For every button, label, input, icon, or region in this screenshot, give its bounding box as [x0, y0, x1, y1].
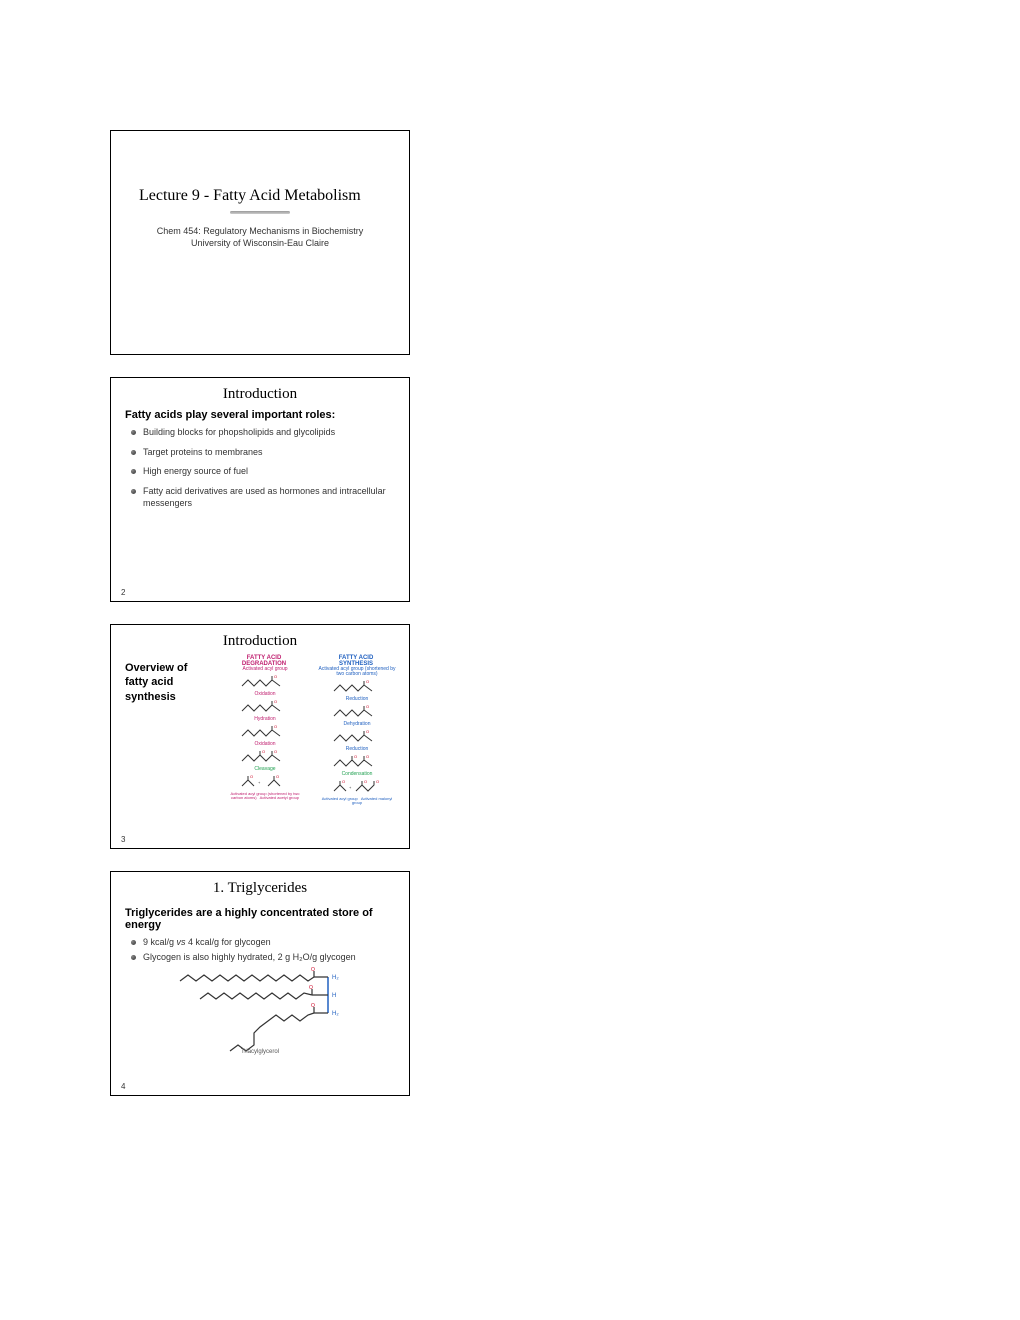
slide-container-1: Lecture 9 - Fatty Acid Metabolism Chem 4…	[110, 130, 1020, 355]
triglyceride-diagram: H₂ H H₂ O O O Triacylglycerol	[160, 967, 360, 1057]
slide-heading: Fatty acids play several important roles…	[125, 409, 395, 421]
svg-text:O: O	[274, 674, 277, 679]
step-label: Cleavage	[254, 767, 275, 772]
step-label: Hydration	[254, 717, 275, 722]
molecule-icon: O	[240, 674, 290, 690]
inner-slide-number: 2	[121, 588, 125, 597]
slide-4: 1. Triglycerides Triglycerides are a hig…	[110, 871, 410, 1096]
svg-text:O: O	[366, 679, 369, 684]
step-label: Reduction	[346, 697, 369, 702]
inner-slide-number: 3	[121, 835, 125, 844]
slide-title: Lecture 9 - Fatty Acid Metabolism	[125, 187, 395, 205]
bullet-item: Glycogen is also highly hydrated, 2 g H₂…	[125, 952, 395, 964]
slide-title: Introduction	[125, 633, 395, 650]
svg-text:O: O	[309, 985, 313, 991]
handout-page: Lecture 9 - Fatty Acid Metabolism Chem 4…	[0, 0, 1020, 1320]
molecule-icon: O	[240, 724, 290, 740]
molecule-icon: OO	[332, 754, 382, 770]
molecule-icon: O O O +	[332, 779, 382, 795]
svg-text:O: O	[274, 749, 277, 754]
svg-text:O: O	[250, 774, 253, 779]
slide-container-4: 1. Triglycerides Triglycerides are a hig…	[110, 871, 1020, 1096]
svg-text:O: O	[366, 704, 369, 709]
slide-title: 1. Triglycerides	[125, 880, 395, 897]
slide-2: Introduction Fatty acids play several im…	[110, 377, 410, 602]
svg-text:O: O	[366, 754, 369, 759]
step-label: Oxidation	[254, 742, 275, 747]
molecule-icon: O	[332, 679, 382, 695]
step-label: Reduction	[346, 747, 369, 752]
bullet-list: 9 kcal/g vs 4 kcal/g for glycogen Glycog…	[125, 937, 395, 963]
bullet-item: Target proteins to membranes	[125, 447, 395, 459]
slide-heading: Triglycerides are a highly concentrated …	[125, 907, 395, 931]
molecule-icon: O	[240, 699, 290, 715]
svg-text:O: O	[274, 724, 277, 729]
step-label: Oxidation	[254, 692, 275, 697]
acyl-label: Activated acyl group	[242, 667, 287, 672]
step-label: Condensation	[342, 772, 373, 777]
slide-title: Introduction	[125, 386, 395, 403]
bullet-item: Building blocks for phopsholipids and gl…	[125, 427, 395, 439]
svg-text:O: O	[311, 1003, 315, 1009]
svg-text:+: +	[349, 785, 352, 790]
svg-text:O: O	[276, 774, 279, 779]
svg-text:O: O	[262, 749, 265, 754]
university-line: University of Wisconsin-Eau Claire	[125, 238, 395, 250]
degradation-column: Activated acyl group O Oxidation O Hydra…	[225, 667, 305, 800]
svg-text:O: O	[342, 779, 345, 784]
svg-text:H: H	[332, 993, 336, 999]
slide-container-2: Introduction Fatty acids play several im…	[110, 377, 1020, 602]
svg-text:O: O	[366, 729, 369, 734]
synthesis-column: Activated acyl group (shortened by two c…	[317, 667, 397, 805]
molecule-icon: O O +	[240, 774, 290, 790]
bullet-item: High energy source of fuel	[125, 466, 395, 478]
slide-1: Lecture 9 - Fatty Acid Metabolism Chem 4…	[110, 130, 410, 355]
bullet-list: Building blocks for phopsholipids and gl…	[125, 427, 395, 509]
svg-text:H₂: H₂	[332, 975, 339, 981]
bullet-item: 9 kcal/g vs 4 kcal/g for glycogen	[125, 937, 395, 949]
svg-text:O: O	[274, 699, 277, 704]
inner-slide-number: 4	[121, 1082, 125, 1091]
acyl-label: Activated acyl group (shortened by two c…	[317, 667, 397, 677]
svg-text:H₂: H₂	[332, 1011, 339, 1017]
svg-text:O: O	[364, 779, 367, 784]
pathway-diagram: FATTY ACID DEGRADATION FATTY ACID SYNTHE…	[211, 655, 397, 834]
slide-3: Introduction Overview of fatty acid synt…	[110, 624, 410, 849]
svg-text:+: +	[258, 780, 261, 785]
molecule-icon: OO	[240, 749, 290, 765]
svg-text:O: O	[376, 779, 379, 784]
svg-text:O: O	[311, 967, 315, 973]
molecule-icon: O	[332, 729, 382, 745]
diagram-caption: Triacylglycerol	[241, 1049, 279, 1055]
slide-container-3: Introduction Overview of fatty acid synt…	[110, 624, 1020, 849]
svg-text:O: O	[354, 754, 357, 759]
side-label: Overview of fatty acid synthesis	[125, 661, 205, 704]
bullet-item: Fatty acid derivatives are used as hormo…	[125, 486, 395, 509]
molecule-icon: O	[332, 704, 382, 720]
bottom-label: Activated acyl group (shortened by two c…	[225, 792, 305, 800]
title-divider	[230, 211, 290, 214]
step-label: Dehydration	[344, 722, 371, 727]
course-line: Chem 454: Regulatory Mechanisms in Bioch…	[125, 226, 395, 238]
bottom-label: Activated acyl group Activated malonyl g…	[317, 797, 397, 805]
